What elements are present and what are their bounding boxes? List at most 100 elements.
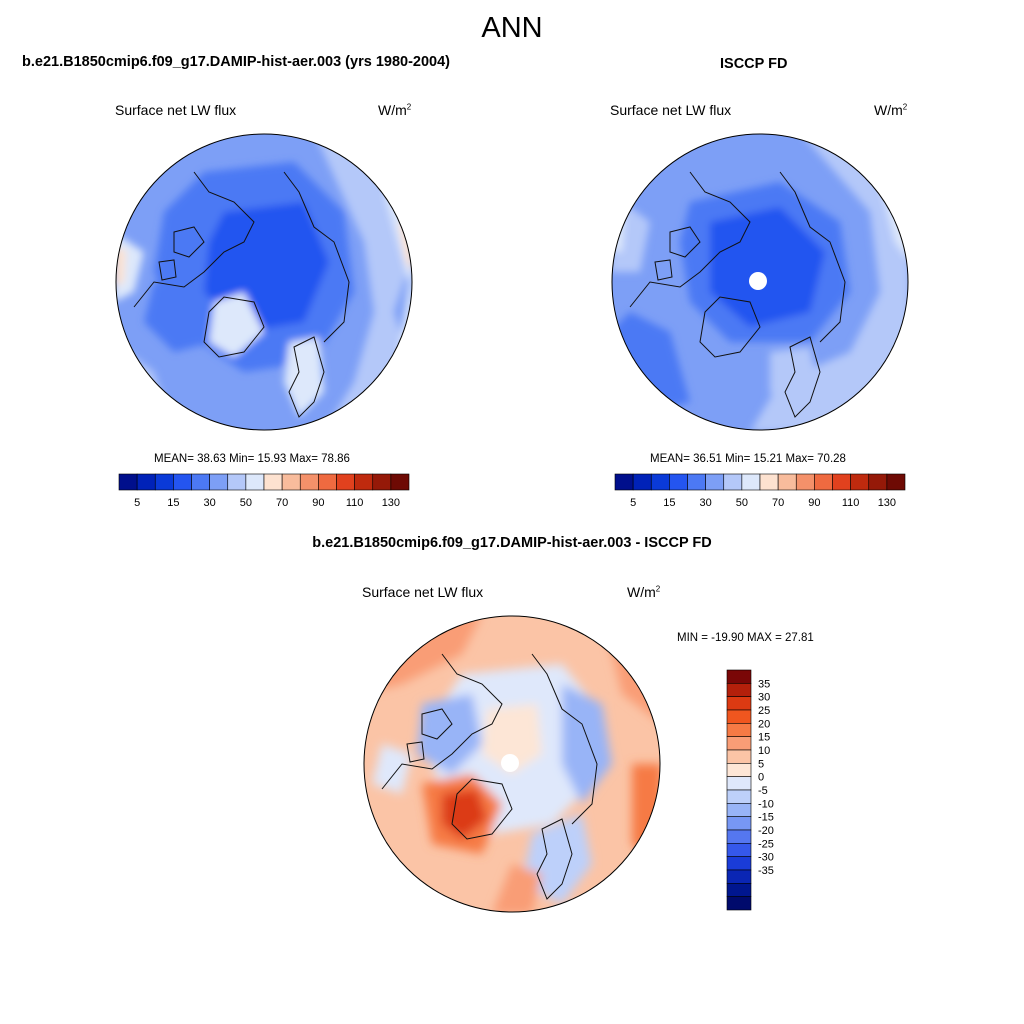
colorbar-swatch	[726, 749, 752, 764]
colorbar-swatch	[669, 473, 688, 491]
colorbar-tick-label: -30	[758, 852, 774, 864]
colorbar-swatch	[227, 473, 247, 491]
colorbar-swatch	[336, 473, 355, 491]
colorbar-tick-label: 130	[878, 497, 896, 509]
colorbar-swatch	[118, 473, 138, 491]
colorbar-tick-label: 15	[167, 497, 179, 509]
colorbar-tick-label: 20	[758, 718, 770, 730]
colorbar-tick-label: 90	[312, 497, 324, 509]
colorbar-tick-label: 50	[736, 497, 748, 509]
colorbar-swatch	[154, 473, 174, 491]
colorbar-swatch	[726, 763, 752, 777]
colorbar-swatch	[726, 843, 752, 857]
colorbar-swatch	[705, 473, 725, 491]
colorbar-tick-label: -15	[758, 812, 774, 824]
colorbar-tick-label: 110	[346, 497, 364, 509]
colorbar-swatch	[726, 896, 752, 911]
colorbar-tick-label: 30	[204, 497, 216, 509]
colorbar-tick-label: 0	[758, 772, 764, 784]
colorbar-swatch	[726, 709, 752, 724]
colorbar-swatch	[832, 473, 851, 491]
colorbar-tick-label: 70	[276, 497, 288, 509]
colorbar-tick-label: 130	[382, 497, 400, 509]
colorbar-swatch	[650, 473, 670, 491]
colorbar-tick-label: 5	[630, 497, 636, 509]
colorbar-swatch	[354, 473, 374, 491]
colorbar-swatch	[390, 473, 410, 491]
colorbar-swatch	[209, 473, 229, 491]
colorbar-tick-label: 15	[663, 497, 675, 509]
colorbar-tick-label: 25	[758, 705, 770, 717]
colorbar-swatch	[886, 473, 906, 491]
colorbar-swatch	[726, 856, 752, 871]
colorbar-swatch	[868, 473, 888, 491]
diff-field-label: Surface net LW flux	[362, 584, 484, 600]
colorbar-swatch	[726, 683, 752, 697]
colorbar-tick-label: -35	[758, 865, 774, 877]
diff-panel-title: b.e21.B1850cmip6.f09_g17.DAMIP-hist-aer.…	[312, 535, 712, 551]
colorbar-tick-label: -20	[758, 825, 774, 837]
colorbar-tick-label: -10	[758, 798, 774, 810]
colorbar-tick-label: 30	[700, 497, 712, 509]
obs-panel-title: ISCCP FD	[720, 56, 788, 72]
colorbar-swatch	[726, 696, 752, 711]
colorbar-tick-label: 30	[758, 692, 770, 704]
colorbar-swatch	[759, 473, 779, 491]
colorbar-swatch	[850, 473, 870, 491]
colorbar-swatch	[173, 473, 192, 491]
colorbar-swatch	[726, 723, 752, 737]
colorbar-swatch	[281, 473, 301, 491]
colorbar-swatch	[814, 473, 833, 491]
colorbar-swatch	[263, 473, 283, 491]
obs-field-label: Surface net LW flux	[610, 102, 732, 118]
colorbar-tick-label: 5	[134, 497, 140, 509]
obs-colorbar-svg: 5 15 30 50 70 90 110 130	[614, 473, 906, 509]
obs-stats: MEAN= 36.51 Min= 15.21 Max= 70.28	[650, 453, 846, 465]
colorbar-swatch	[726, 816, 752, 831]
diff-polar-map	[363, 615, 661, 913]
model-field-label: Surface net LW flux	[115, 102, 237, 118]
colorbar-swatch	[318, 473, 337, 491]
colorbar-swatch	[687, 473, 706, 491]
colorbar-tick-label: 50	[240, 497, 252, 509]
colorbar-tick-label: 35	[758, 678, 770, 690]
colorbar-tick-label: -25	[758, 838, 774, 850]
colorbar-swatch	[726, 829, 752, 844]
colorbar-swatch	[632, 473, 652, 491]
model-panel-title: b.e21.B1850cmip6.f09_g17.DAMIP-hist-aer.…	[22, 54, 450, 70]
colorbar-tick-label: 5	[758, 758, 764, 770]
model-polar-map	[115, 133, 413, 431]
model-colorbar: 5 15 30 50 70 90 110 130	[118, 473, 410, 522]
diff-colorbar: 35 30 25 20 15 10 5 0 -5 -10 -15 -20 -25 -30 -35	[726, 669, 786, 918]
diff-units-label: W/m2	[627, 584, 661, 600]
colorbar-swatch	[726, 803, 752, 817]
colorbar-swatch	[723, 473, 743, 491]
main-title: ANN	[481, 12, 543, 44]
obs-polar-map	[611, 133, 909, 431]
obs-colorbar: 5 15 30 50 70 90 110 130	[614, 473, 906, 522]
colorbar-swatch	[726, 869, 752, 884]
colorbar-swatch	[191, 473, 210, 491]
colorbar-tick-label: 10	[758, 745, 770, 757]
colorbar-swatch	[726, 736, 752, 751]
model-stats: MEAN= 38.63 Min= 15.93 Max= 78.86	[154, 453, 350, 465]
colorbar-swatch	[136, 473, 156, 491]
colorbar-swatch	[726, 776, 752, 791]
colorbar-swatch	[372, 473, 392, 491]
colorbar-swatch	[614, 473, 634, 491]
colorbar-tick-label: 70	[772, 497, 784, 509]
colorbar-swatch	[777, 473, 797, 491]
obs-units-label: W/m2	[874, 102, 908, 118]
colorbar-tick-label: 90	[808, 497, 820, 509]
colorbar-tick-label: 15	[758, 732, 770, 744]
model-units-label: W/m2	[378, 102, 412, 118]
colorbar-swatch	[726, 883, 752, 897]
colorbar-swatch	[299, 473, 319, 491]
colorbar-swatch	[795, 473, 815, 491]
colorbar-swatch	[726, 789, 752, 804]
colorbar-swatch	[245, 473, 265, 491]
colorbar-swatch	[726, 669, 752, 684]
diff-stats: MIN = -19.90 MAX = 27.81	[677, 632, 814, 644]
model-colorbar-svg: 5 15 30 50 70 90 110 130	[118, 473, 410, 509]
